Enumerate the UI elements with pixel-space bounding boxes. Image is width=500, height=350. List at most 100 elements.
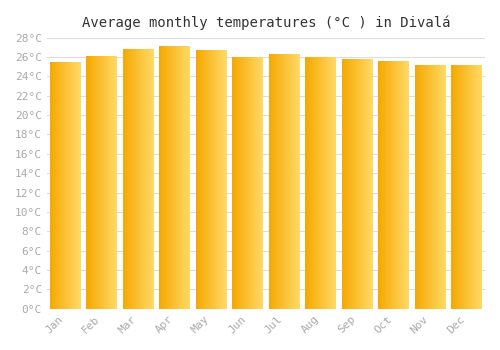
Bar <box>469 65 470 309</box>
Bar <box>187 46 188 309</box>
Bar <box>387 61 388 309</box>
Bar <box>133 49 134 309</box>
Bar <box>350 59 351 309</box>
Bar <box>321 57 322 309</box>
Bar <box>74 62 75 309</box>
Bar <box>479 65 480 309</box>
Bar <box>347 59 348 309</box>
Bar <box>457 65 458 309</box>
Bar <box>458 65 459 309</box>
Bar <box>79 62 80 309</box>
Bar <box>110 56 111 309</box>
Bar <box>100 56 101 309</box>
Bar <box>202 50 203 309</box>
Bar <box>284 54 285 309</box>
Bar <box>182 46 183 309</box>
Bar <box>440 65 441 309</box>
Bar <box>370 59 371 309</box>
Bar <box>408 61 409 309</box>
Bar <box>138 49 139 309</box>
Bar <box>273 54 274 309</box>
Bar <box>218 50 219 309</box>
Bar <box>135 49 136 309</box>
Bar <box>171 46 172 309</box>
Bar <box>383 61 384 309</box>
Bar <box>335 57 336 309</box>
Bar <box>54 62 55 309</box>
Bar <box>477 65 478 309</box>
Bar <box>404 61 405 309</box>
Bar <box>399 61 400 309</box>
Bar <box>442 65 443 309</box>
Bar <box>168 46 169 309</box>
Bar <box>369 59 370 309</box>
Bar <box>255 57 256 309</box>
Bar <box>258 57 259 309</box>
Bar <box>310 57 311 309</box>
Bar <box>71 62 72 309</box>
Bar <box>242 57 243 309</box>
Bar <box>330 57 331 309</box>
Bar <box>432 65 433 309</box>
Bar <box>314 57 315 309</box>
Bar <box>342 59 343 309</box>
Bar <box>99 56 100 309</box>
Bar <box>286 54 287 309</box>
Bar <box>426 65 427 309</box>
Bar <box>151 49 152 309</box>
Bar <box>324 57 325 309</box>
Bar <box>221 50 222 309</box>
Bar <box>73 62 74 309</box>
Bar <box>142 49 143 309</box>
Bar <box>390 61 391 309</box>
Bar <box>261 57 262 309</box>
Bar <box>365 59 366 309</box>
Bar <box>247 57 248 309</box>
Bar <box>468 65 469 309</box>
Bar <box>180 46 181 309</box>
Bar <box>143 49 144 309</box>
Bar <box>290 54 291 309</box>
Bar <box>219 50 220 309</box>
Bar <box>308 57 309 309</box>
Bar <box>316 57 317 309</box>
Bar <box>254 57 255 309</box>
Bar <box>92 56 93 309</box>
Bar <box>87 56 88 309</box>
Bar <box>76 62 77 309</box>
Bar <box>323 57 324 309</box>
Bar <box>362 59 363 309</box>
Bar <box>160 46 161 309</box>
Bar <box>70 62 71 309</box>
Bar <box>294 54 295 309</box>
Bar <box>360 59 361 309</box>
Bar <box>224 50 225 309</box>
Bar <box>209 50 210 309</box>
Bar <box>461 65 462 309</box>
Bar <box>421 65 422 309</box>
Bar <box>333 57 334 309</box>
Bar <box>464 65 465 309</box>
Bar <box>55 62 56 309</box>
Bar <box>50 62 51 309</box>
Bar <box>297 54 298 309</box>
Bar <box>173 46 174 309</box>
Bar <box>65 62 66 309</box>
Bar <box>210 50 211 309</box>
Bar <box>394 61 395 309</box>
Bar <box>391 61 392 309</box>
Bar <box>319 57 320 309</box>
Bar <box>66 62 67 309</box>
Bar <box>166 46 167 309</box>
Bar <box>471 65 472 309</box>
Bar <box>312 57 313 309</box>
Bar <box>223 50 224 309</box>
Bar <box>315 57 316 309</box>
Bar <box>123 49 124 309</box>
Bar <box>90 56 91 309</box>
Bar <box>249 57 250 309</box>
Bar <box>252 57 253 309</box>
Bar <box>178 46 179 309</box>
Bar <box>478 65 479 309</box>
Bar <box>363 59 364 309</box>
